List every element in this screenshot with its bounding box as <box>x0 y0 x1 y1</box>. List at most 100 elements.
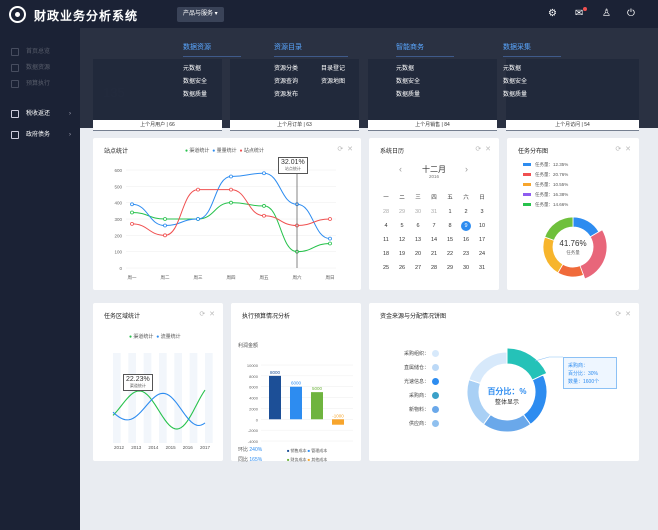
refresh-icon[interactable]: ⟳ <box>199 311 206 318</box>
calendar-day[interactable]: 22 <box>446 251 454 257</box>
calendar-day[interactable]: 17 <box>478 237 486 243</box>
close-icon[interactable]: ✕ <box>625 146 631 153</box>
refresh-icon[interactable]: ⟳ <box>615 311 622 318</box>
weekday-row: 一二三四五六日 <box>378 191 490 205</box>
products-menu-button[interactable]: 产品与服务 ▾ <box>177 7 224 22</box>
calendar-day[interactable]: 18 <box>382 251 390 257</box>
calendar-day[interactable]: 5 <box>400 223 404 229</box>
menu-item[interactable]: 元数据 <box>183 66 202 72</box>
task-donut-chart <box>542 216 608 280</box>
legend-label: 其他成本 <box>311 457 328 462</box>
x-tick-label: 2015 <box>166 445 177 450</box>
calendar-day[interactable]: 27 <box>414 265 422 271</box>
calendar-day[interactable]: 15 <box>446 237 454 243</box>
series-line <box>131 202 331 253</box>
mail-icon[interactable]: ✉ <box>575 8 584 19</box>
calendar-day[interactable]: 31 <box>430 209 438 215</box>
menu-item[interactable]: 元数据 <box>503 66 522 72</box>
calendar-day[interactable]: 6 <box>416 223 420 229</box>
stat-footer: 上个月订单 | 63 <box>230 120 359 130</box>
sidebar-item-overview[interactable]: 首页总览 <box>0 44 80 60</box>
menu-item[interactable]: 资源地图 <box>321 79 346 85</box>
calendar-day[interactable]: 23 <box>462 251 470 257</box>
next-month-icon[interactable]: › <box>465 164 468 174</box>
calendar-day[interactable]: 1 <box>448 209 452 215</box>
close-icon[interactable]: ✕ <box>347 146 353 153</box>
menu-column-catalog: 资源目录 资源分类 资源查询 资源发布 目录登记 资源地图 <box>274 42 348 102</box>
source-label: 直属储仓： <box>389 361 439 375</box>
data-point <box>229 187 233 192</box>
refresh-icon[interactable]: ⟳ <box>337 146 344 153</box>
calendar-day[interactable]: 28 <box>430 265 438 271</box>
user-icon[interactable]: ♙ <box>602 8 611 19</box>
calendar-day[interactable]: 3 <box>480 209 484 215</box>
sidebar-item-gov-debt[interactable]: 政府债务 › <box>0 127 80 143</box>
menu-item[interactable]: 数据安全 <box>396 79 421 85</box>
donut-slice <box>506 347 548 381</box>
bar-data-label: 6000 <box>291 381 302 386</box>
weekday-label: 六 <box>463 195 469 201</box>
calendar-day[interactable]: 30 <box>462 265 470 271</box>
x-tick-label: 周三 <box>194 275 203 281</box>
calendar-day[interactable]: 8 <box>448 223 452 229</box>
chart-icon <box>11 80 19 88</box>
refresh-icon[interactable]: ⟳ <box>475 146 482 153</box>
menu-item[interactable]: 资源发布 <box>274 92 299 98</box>
menu-column-business: 智能商务 元数据 数据安全 数据质量 <box>396 42 454 102</box>
calendar-day[interactable]: 9 <box>461 221 471 231</box>
calendar-day[interactable]: 20 <box>414 251 422 257</box>
series-line <box>112 392 206 427</box>
info-line: 数量：1600个 <box>568 379 600 385</box>
calendar-day[interactable]: 19 <box>398 251 406 257</box>
calendar-day[interactable]: 30 <box>414 209 422 215</box>
foot-value: 165% <box>249 457 263 463</box>
calendar-day[interactable]: 10 <box>478 223 486 229</box>
calendar-day[interactable]: 4 <box>384 223 388 229</box>
calendar-day[interactable]: 28 <box>382 209 390 215</box>
sidebar-item-data[interactable]: 数据资源 <box>0 60 80 76</box>
sidebar: 首页总览 数据资源 预算执行 税收返还 › 政府债务 › <box>0 28 80 530</box>
menu-item[interactable]: 数据质量 <box>503 92 528 98</box>
sidebar-item-tax-refund[interactable]: 税收返还 › <box>0 106 80 122</box>
menu-item[interactable]: 元数据 <box>396 66 415 72</box>
calendar-day[interactable]: 24 <box>478 251 486 257</box>
weekday-label: 一 <box>383 195 389 201</box>
menu-item[interactable]: 数据质量 <box>396 92 421 98</box>
calendar-day[interactable]: 16 <box>462 237 470 243</box>
calendar-day[interactable]: 29 <box>398 209 406 215</box>
calendar-day[interactable]: 2 <box>464 209 468 215</box>
x-tick-label: 2013 <box>131 445 142 450</box>
calendar-day[interactable]: 12 <box>398 237 406 243</box>
calendar-day[interactable]: 7 <box>432 223 436 229</box>
menu-item[interactable]: 数据安全 <box>503 79 528 85</box>
data-point <box>163 223 167 228</box>
close-icon[interactable]: ✕ <box>625 311 631 318</box>
foot-label: 环比 <box>238 447 249 453</box>
calendar-day[interactable]: 14 <box>430 237 438 243</box>
menu-item[interactable]: 数据安全 <box>183 79 208 85</box>
menu-item[interactable]: 数据质量 <box>183 92 208 98</box>
calendar-day[interactable]: 11 <box>383 237 389 243</box>
menu-item[interactable]: 资源查询 <box>274 79 299 85</box>
chart-tooltip: 22.23% 渠道统计 <box>123 374 153 391</box>
menu-item[interactable]: 资源分类 <box>274 66 299 72</box>
refresh-icon[interactable]: ⟳ <box>615 146 622 153</box>
calendar-day[interactable]: 26 <box>398 265 406 271</box>
products-dropdown: 数据资源 元数据 数据安全 数据质量 资源目录 资源分类 资源查询 资源发布 目录登记资… <box>80 28 658 108</box>
gear-icon[interactable]: ⚙ <box>548 8 557 19</box>
close-icon[interactable]: ✕ <box>485 146 491 153</box>
power-icon[interactable]: ⏻ <box>627 8 635 19</box>
menu-heading: 数据资源 <box>183 42 241 57</box>
day-row: 18 19 20 21 22 23 24 <box>378 247 490 261</box>
calendar-day[interactable]: 13 <box>414 237 422 243</box>
calendar-day[interactable]: 25 <box>382 265 390 271</box>
menu-item[interactable]: 目录登记 <box>321 66 346 72</box>
calendar-day[interactable]: 21 <box>430 251 438 257</box>
chevron-right-icon: › <box>69 111 71 117</box>
close-icon[interactable]: ✕ <box>209 311 215 318</box>
legend-item: 任务量：10.55% <box>523 180 568 190</box>
calendar-day[interactable]: 31 <box>478 265 486 271</box>
sidebar-item-budget[interactable]: 预算执行 <box>0 76 80 92</box>
calendar-day[interactable]: 29 <box>446 265 454 271</box>
prev-month-icon[interactable]: ‹ <box>399 164 402 174</box>
